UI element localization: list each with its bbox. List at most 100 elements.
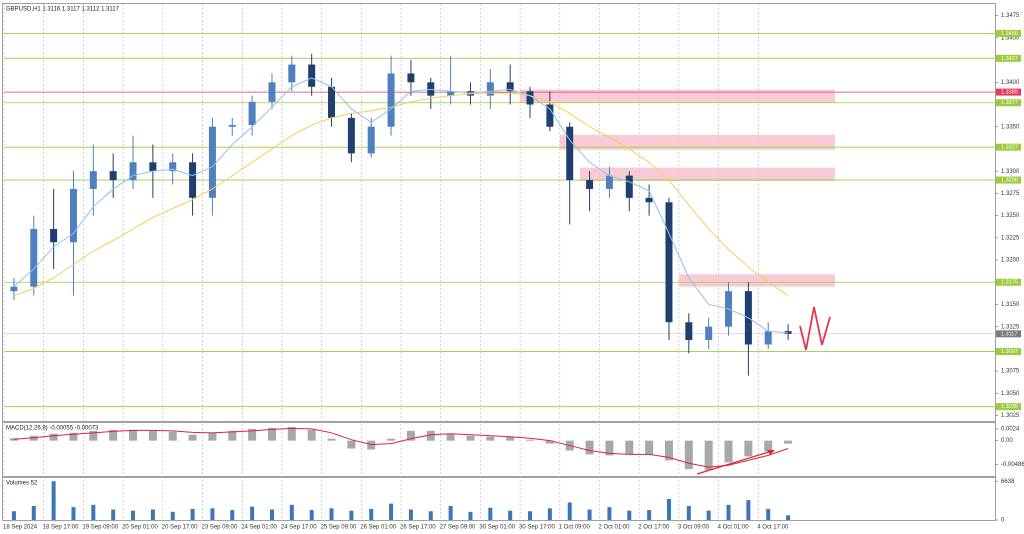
x-tick-label: 24 Sep 17:00 <box>281 525 317 531</box>
macd-bar <box>784 440 793 444</box>
volume-bar <box>349 510 354 520</box>
y-tick-label: 1.3075 <box>1001 369 1020 375</box>
x-tick-label: 30 Sep 17:00 <box>519 525 555 531</box>
candle-body <box>347 117 355 154</box>
x-tick-label: 20 Sep 17:00 <box>162 525 198 531</box>
level-label: 1.3377 <box>1001 100 1018 106</box>
x-tick-label: 1 Oct 09:00 <box>559 525 591 531</box>
level-label: 1.3427 <box>1001 56 1018 62</box>
y-tick-label: 6638 <box>1001 479 1015 485</box>
x-tick-label: 25 Sep 09:00 <box>321 525 357 531</box>
macd-bar <box>109 429 118 441</box>
y-tick-label: 1.3200 <box>1001 258 1020 264</box>
candle-body <box>387 73 395 127</box>
volume-bar <box>71 507 76 520</box>
volume-bar <box>170 511 175 520</box>
volume-bar <box>528 511 533 520</box>
level-label-box <box>996 278 1021 286</box>
y-tick-label: 1.3350 <box>1001 124 1020 130</box>
y-tick-label: 1.3150 <box>1001 302 1020 308</box>
macd-bar <box>664 440 673 461</box>
macd-bar <box>89 430 98 441</box>
macd-bar <box>188 434 197 441</box>
macd-bar <box>585 440 594 455</box>
x-tick-label: 24 Sep 01:00 <box>241 525 277 531</box>
volume-bar <box>607 507 612 520</box>
volume-bar <box>786 515 791 520</box>
level-label-box <box>996 99 1021 107</box>
macd-bar <box>486 436 495 441</box>
y-tick-label: 1.3225 <box>1001 235 1020 241</box>
volume-bar <box>389 503 394 520</box>
y-tick-label: 0.00 <box>1001 438 1013 444</box>
macd-bar <box>287 426 296 441</box>
macd-bar <box>148 430 157 441</box>
macd-bar <box>327 438 336 441</box>
y-tick-label: 1.3275 <box>1001 191 1020 197</box>
last-price-box <box>996 330 1021 338</box>
volume-bar <box>329 508 334 520</box>
macd-bar <box>228 430 237 441</box>
candle-body <box>129 162 137 181</box>
candle-body <box>685 322 693 341</box>
candle-body <box>169 162 177 172</box>
candle-body <box>109 171 117 181</box>
volume-bar <box>408 509 413 520</box>
x-tick-label: 20 Sep 01:00 <box>122 525 158 531</box>
volume-bar <box>587 509 592 520</box>
macd-bar <box>387 438 396 441</box>
volume-bar <box>448 505 453 520</box>
x-tick-label: 26 Sep 17:00 <box>400 525 436 531</box>
volume-bar <box>567 502 572 520</box>
level-label: 1.3327 <box>1001 145 1018 151</box>
candle-body <box>228 124 236 127</box>
level-label: 1.3290 <box>1001 178 1018 184</box>
macd-bar <box>267 427 276 441</box>
level-label-box <box>996 143 1021 151</box>
x-tick-label: 30 Sep 01:00 <box>479 525 515 531</box>
y-tick-label: 1.3300 <box>1001 169 1020 175</box>
macd-bar <box>129 429 138 441</box>
candle-body <box>308 64 316 87</box>
x-tick-label: 4 Oct 17:00 <box>757 525 789 531</box>
candle-body <box>288 64 296 83</box>
level-label: 1.3389 <box>1001 90 1018 96</box>
y-tick-label: 1.3250 <box>1001 213 1020 219</box>
y-tick-label: 1.3125 <box>1001 324 1020 330</box>
moving-average <box>13 77 789 334</box>
candle-body <box>705 326 713 341</box>
volume-bar <box>11 511 16 520</box>
candle-body <box>10 286 18 292</box>
volume-bar <box>766 508 771 520</box>
macd-bar <box>605 440 614 456</box>
level-label-box <box>996 403 1021 411</box>
candle-body <box>526 91 534 105</box>
macd-bar <box>645 440 654 455</box>
x-tick-label: 18 Sep 17:00 <box>43 525 79 531</box>
macd-bar <box>625 440 634 455</box>
volume-bar <box>488 507 493 520</box>
macd-bar <box>764 440 773 452</box>
macd-bar <box>724 440 733 463</box>
volume-panel <box>2 477 996 521</box>
macd-bar <box>426 430 435 441</box>
resistance-zone <box>559 134 835 150</box>
panel-frames <box>2 3 996 521</box>
level-label: 1.3035 <box>1001 404 1018 410</box>
level-label-box <box>996 54 1021 62</box>
macd-bar <box>744 440 753 457</box>
x-tick-label: 19 Sep 09:00 <box>82 525 118 531</box>
volume-bar <box>508 510 513 520</box>
volume-bar <box>111 509 116 520</box>
macd-arrow <box>696 450 773 475</box>
y-tick-label: 1.3450 <box>1001 35 1020 41</box>
volume-bar <box>150 509 155 520</box>
volume-bar <box>309 510 314 520</box>
volume-bar <box>428 511 433 520</box>
level-label-box <box>996 348 1021 356</box>
candle-body <box>189 162 197 198</box>
macd-bar <box>168 431 177 441</box>
candle-body <box>89 171 97 189</box>
y-tick-label: 0.0024 <box>1001 426 1020 432</box>
